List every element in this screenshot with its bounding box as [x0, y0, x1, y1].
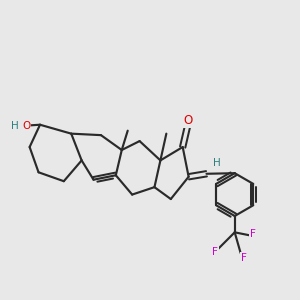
- Text: F: F: [241, 253, 247, 262]
- Text: H: H: [11, 121, 19, 131]
- Text: F: F: [212, 247, 218, 256]
- Text: O: O: [22, 121, 31, 131]
- Text: O: O: [183, 114, 193, 128]
- Text: F: F: [250, 229, 256, 239]
- Text: H: H: [213, 158, 221, 168]
